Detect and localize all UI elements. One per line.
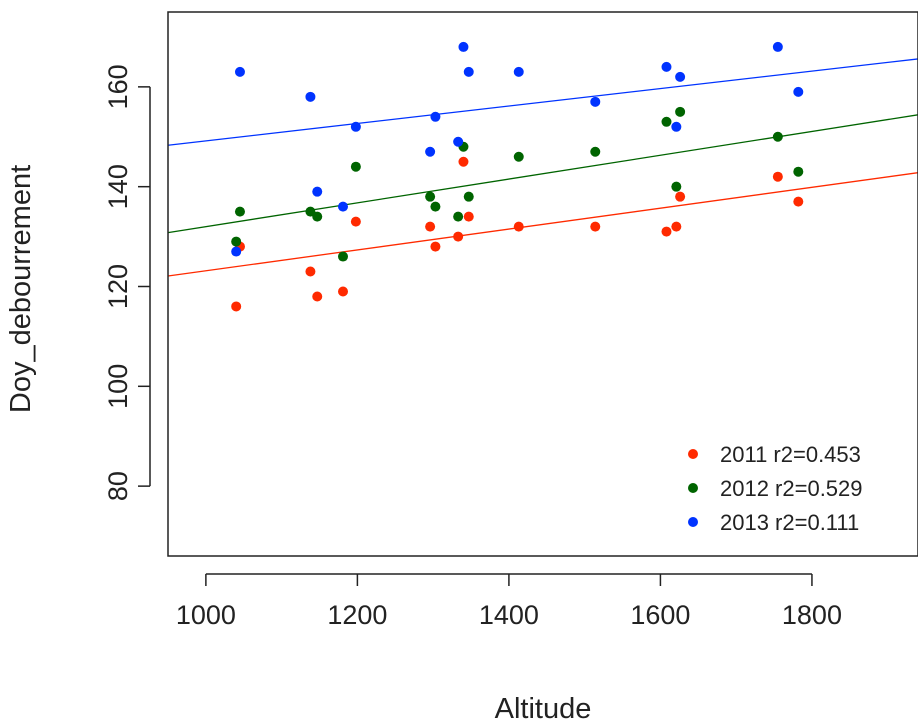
legend-label: 2013 r2=0.111 (720, 510, 859, 535)
plot-frame (167, 11, 918, 557)
data-point-series-2 (793, 166, 804, 177)
data-point-series-1 (305, 266, 316, 277)
legend-label: 2011 r2=0.453 (720, 442, 861, 467)
data-point-series-3 (430, 111, 441, 122)
data-point-series-3 (312, 186, 323, 197)
x-tick-label: 1400 (479, 600, 539, 630)
data-point-series-3 (305, 91, 316, 102)
data-point-series-3 (231, 246, 242, 257)
data-point-series-2 (463, 191, 474, 202)
data-point-series-1 (793, 196, 804, 207)
data-point-series-3 (661, 61, 672, 72)
x-tick-label: 1800 (782, 600, 842, 630)
legend-marker (688, 449, 698, 459)
x-tick-label: 1000 (176, 600, 236, 630)
data-point-series-1 (772, 171, 783, 182)
data-point-series-1 (513, 221, 524, 232)
points-layer (231, 41, 804, 312)
y-tick-label: 120 (103, 264, 133, 309)
data-point-series-3 (590, 96, 601, 107)
data-point-series-1 (350, 216, 361, 227)
data-point-series-2 (425, 191, 436, 202)
data-point-series-3 (675, 71, 686, 82)
data-point-series-1 (590, 221, 601, 232)
data-point-series-3 (513, 66, 524, 77)
x-axis: 1000 1200 1400 1600 1800 (176, 573, 842, 630)
data-point-series-2 (772, 131, 783, 142)
x-axis-label: Altitude (495, 693, 592, 725)
data-point-series-1 (312, 291, 323, 302)
data-point-series-2 (430, 201, 441, 212)
data-point-series-1 (463, 211, 474, 222)
data-point-series-2 (338, 251, 348, 262)
fit-line-series-2 (167, 114, 918, 234)
data-point-series-3 (793, 86, 804, 97)
data-point-series-2 (350, 161, 361, 172)
data-point-series-3 (458, 41, 469, 52)
data-point-series-3 (425, 146, 436, 157)
data-point-series-2 (590, 146, 601, 157)
data-point-series-2 (661, 116, 672, 127)
x-tick-label: 1200 (327, 600, 387, 630)
legend-marker (688, 483, 698, 493)
y-tick-label: 100 (103, 364, 133, 409)
fit-lines (167, 58, 918, 277)
data-point-series-2 (513, 151, 524, 162)
data-point-series-1 (453, 231, 464, 242)
legend: 2011 r2=0.453 2012 r2=0.529 2013 r2=0.111 (688, 442, 863, 535)
data-point-series-1 (338, 286, 348, 297)
data-point-series-3 (453, 136, 464, 147)
data-point-series-2 (312, 211, 323, 222)
data-point-series-2 (231, 236, 242, 247)
fit-line-series-1 (167, 172, 918, 277)
legend-label: 2012 r2=0.529 (720, 476, 863, 501)
y-tick-label: 160 (103, 64, 133, 109)
data-point-series-3 (772, 41, 783, 52)
data-point-series-1 (458, 156, 469, 167)
data-point-series-1 (430, 241, 441, 252)
data-point-series-3 (338, 201, 348, 212)
y-axis-label: Doy_debourrement (5, 165, 37, 413)
fit-line-series-3 (167, 58, 918, 146)
y-tick-label: 140 (103, 164, 133, 209)
data-point-series-2 (675, 106, 686, 117)
data-point-series-3 (671, 121, 682, 132)
data-point-series-1 (661, 226, 672, 237)
x-tick-label: 1600 (630, 600, 690, 630)
y-axis: 80 100 120 140 160 (103, 64, 151, 501)
y-tick-label: 80 (103, 471, 133, 501)
data-point-series-1 (425, 221, 436, 232)
legend-marker (688, 517, 698, 527)
data-point-series-1 (675, 191, 686, 202)
data-point-series-3 (234, 66, 245, 77)
data-point-series-1 (231, 301, 242, 312)
data-point-series-2 (234, 206, 245, 217)
data-point-series-2 (671, 181, 682, 192)
data-point-series-2 (453, 211, 464, 222)
data-point-series-3 (350, 121, 361, 132)
data-point-series-3 (463, 66, 474, 77)
data-point-series-1 (671, 221, 682, 232)
